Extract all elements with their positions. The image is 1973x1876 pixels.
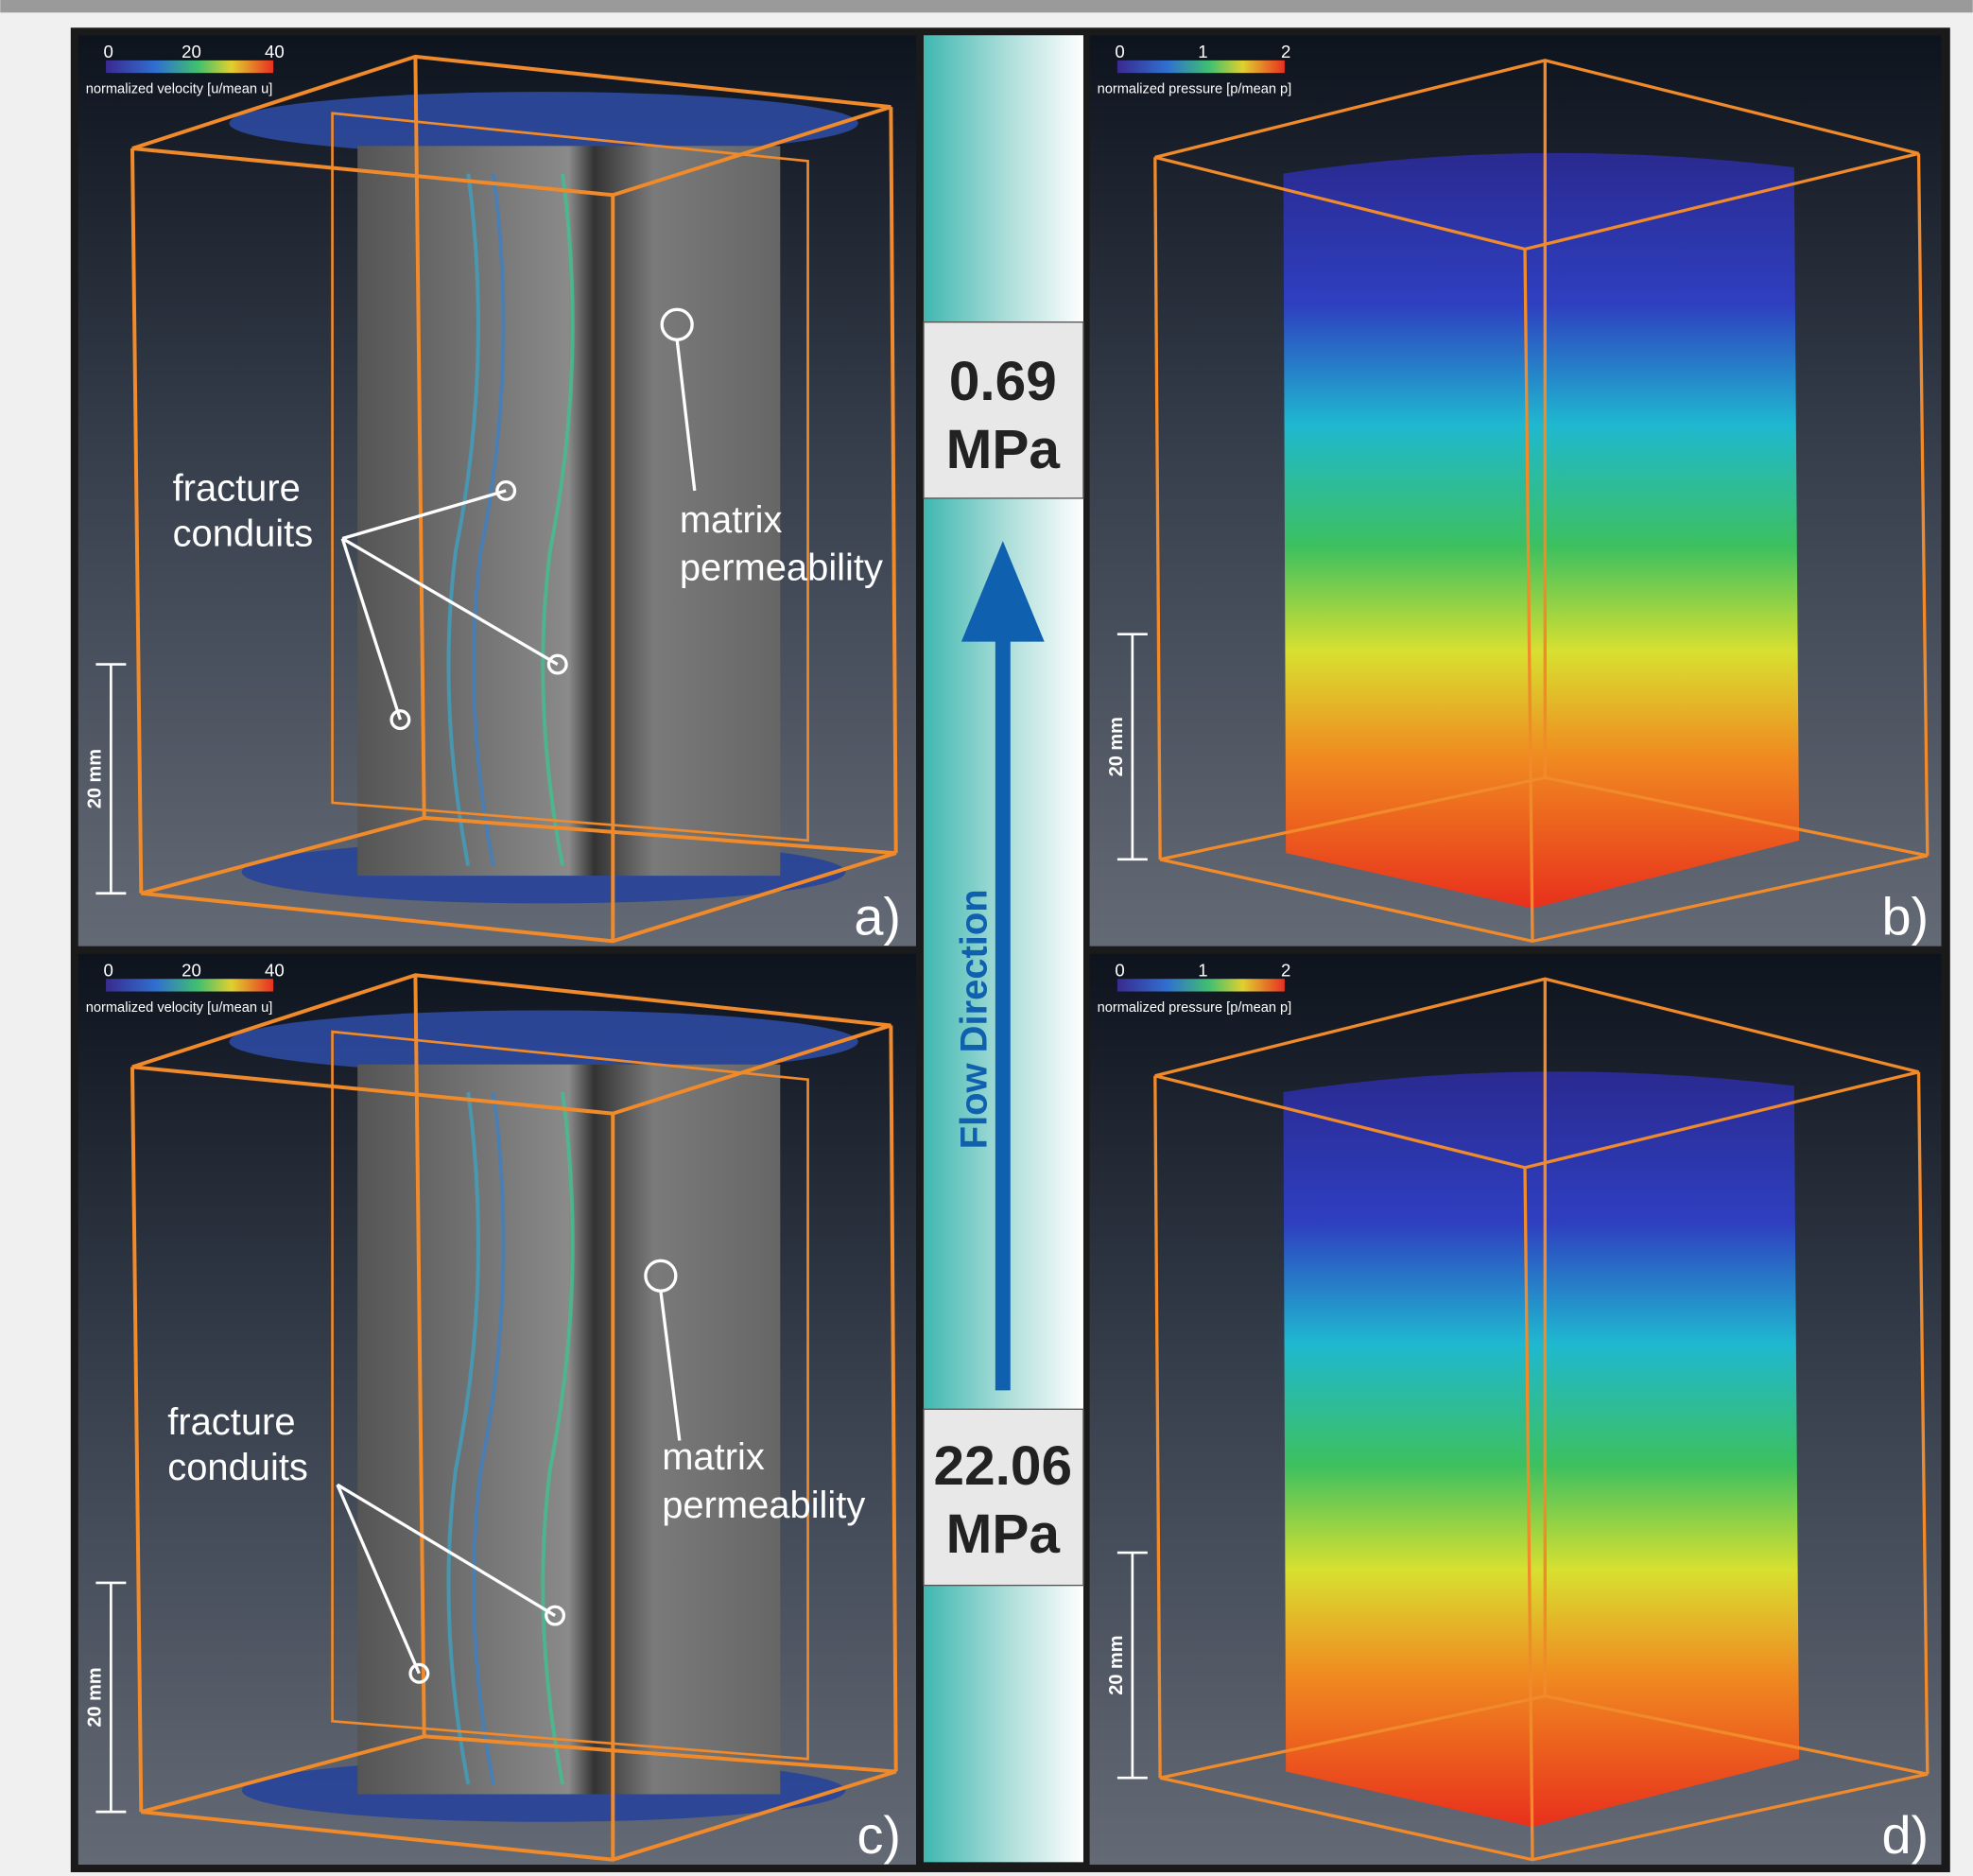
panel: 0 1 2 normalized pressure [p/mean p] 20 mm d) [1090,954,1942,1865]
scale-label: 20 mm [85,1667,106,1727]
top-bar [0,0,1972,12]
annotation: fracture [173,468,301,510]
colorbar-tick: 1 [1198,42,1207,61]
colorbar [106,979,273,991]
pressure-unit: MPa [946,419,1061,480]
colorbar-title: normalized pressure [p/mean p] [1098,1000,1292,1016]
annotation: fracture [167,1401,295,1443]
flow-label: Flow Direction [954,889,995,1149]
colorbar [1117,61,1285,73]
colorbar-tick: 40 [265,42,285,61]
colorbar-tick: 0 [1115,961,1124,981]
colorbar-title: normalized velocity [u/mean u] [86,1000,273,1016]
pressure-value: 0.69 [949,351,1057,412]
scale-label: 20 mm [1106,1636,1127,1695]
colorbar [1117,979,1285,991]
colorbar-tick: 20 [182,42,201,61]
annotation: conduits [173,513,314,555]
colorbar-title: normalized velocity [u/mean u] [86,81,273,96]
figure: 0.69 MPa 22.06 MPa Flow Direction 02040n… [0,0,1973,1876]
annotation: conduits [167,1447,308,1488]
panel-label: b) [1881,887,1929,947]
scale-label: 20 mm [85,749,106,808]
colorbar [106,61,273,73]
annotation: permeability [662,1485,865,1526]
colorbar-tick: 20 [182,961,201,981]
panel-label: d) [1881,1805,1929,1865]
colorbar-tick: 0 [104,961,113,981]
colorbar-tick: 2 [1281,961,1290,981]
annotation: matrix [680,499,783,541]
panel-label: c) [857,1805,901,1865]
annotation: permeability [680,547,883,588]
panel: 0 20 40 normalized velocity [u/mean u] 20 mm… [78,954,916,1865]
colorbar-tick: 1 [1198,961,1207,981]
panel: 0 20 40 normalized velocity [u/mean u] 20 mm… [78,35,916,946]
colorbar-tick: 0 [104,42,113,61]
panel-label: a) [854,887,901,947]
pressure-body [1284,153,1800,909]
pressure-unit: MPa [946,1503,1061,1565]
colorbar-tick: 40 [265,961,285,981]
colorbar-tick: 0 [1115,42,1124,61]
scale-label: 20 mm [1106,717,1127,776]
page: {"panels": [ {"label": "a)", "colorbar":… [0,0,1973,1876]
colorbar-tick: 2 [1281,42,1290,61]
annotation: matrix [662,1436,765,1478]
colorbar-title: normalized pressure [p/mean p] [1098,81,1292,96]
pressure-value: 22.06 [934,1435,1072,1497]
panel: 0 1 2 normalized pressure [p/mean p] 20 mm b) [1090,35,1942,946]
pressure-body [1284,1071,1800,1827]
